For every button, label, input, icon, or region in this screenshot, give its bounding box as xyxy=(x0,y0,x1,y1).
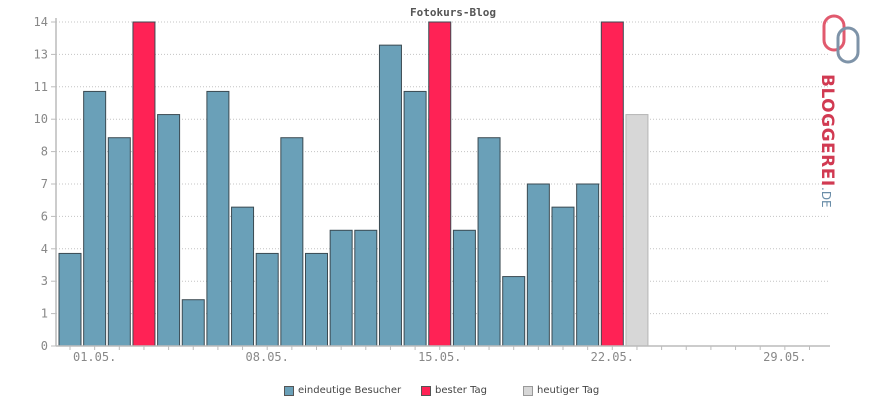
bar-visitors xyxy=(83,90,107,347)
bar-visitors xyxy=(526,183,550,347)
bar-visitors xyxy=(157,114,181,347)
legend-label-best-day: bester Tag xyxy=(435,385,488,396)
bar-today xyxy=(625,114,649,347)
y-tick-label: 6 xyxy=(41,209,48,223)
legend-swatch-today xyxy=(523,385,533,396)
bar-visitors xyxy=(551,206,575,347)
y-tick-label: 13 xyxy=(34,47,48,61)
bar-visitors xyxy=(576,183,600,347)
bloggerei-logo: BLOGGEREI .DE xyxy=(817,14,860,208)
logo-suffix: .DE xyxy=(819,187,833,208)
legend-swatch-best-day xyxy=(421,385,431,396)
legend-item-today: heutiger Tag xyxy=(523,385,599,396)
bar-visitors xyxy=(255,252,279,347)
x-tick-label: 15.05. xyxy=(418,350,461,364)
bar-visitors xyxy=(305,252,328,347)
bar-best-day xyxy=(600,21,624,347)
logo-wordmark: BLOGGEREI xyxy=(817,74,837,187)
bar-visitors xyxy=(181,299,205,347)
y-tick-label: 8 xyxy=(41,145,48,159)
bar-visitors xyxy=(329,229,353,347)
bar-visitors xyxy=(231,206,255,347)
bar-visitors xyxy=(378,44,402,347)
y-tick-label: 14 xyxy=(34,15,48,29)
x-axis-ticks: 01.05. 08.05. 15.05. 22.05. 29.05. xyxy=(69,346,810,364)
y-tick-label: 0 xyxy=(41,339,48,353)
bar-visitors xyxy=(403,90,427,347)
x-tick-label: 01.05. xyxy=(73,350,116,364)
bar-visitors xyxy=(354,229,378,347)
legend-label-today: heutiger Tag xyxy=(537,385,600,396)
x-tick-label: 29.05. xyxy=(763,350,806,364)
bar-best-day xyxy=(428,21,452,347)
y-tick-label: 3 xyxy=(41,274,48,288)
bar-visitors xyxy=(206,90,230,347)
legend: eindeutige Besucher bester Tag heutiger … xyxy=(0,385,870,399)
logo-icon xyxy=(822,14,860,64)
y-tick-label: 10 xyxy=(34,112,48,126)
bar-visitors xyxy=(502,276,526,347)
bar-visitors xyxy=(58,252,82,347)
bars xyxy=(58,21,649,347)
legend-item-best-day: bester Tag xyxy=(421,385,487,396)
legend-item-visitors: eindeutige Besucher xyxy=(284,385,401,396)
y-tick-label: 11 xyxy=(34,80,48,94)
y-tick-label: 7 xyxy=(41,177,48,191)
x-tick-label: 22.05. xyxy=(591,350,634,364)
chart-title: Fotokurs-Blog xyxy=(410,6,496,19)
bar-visitors xyxy=(452,229,476,347)
y-tick-label: 4 xyxy=(41,242,48,256)
bar-visitors xyxy=(280,137,304,347)
bar-visitors xyxy=(477,137,501,347)
y-tick-label: 1 xyxy=(41,307,48,321)
x-tick-label: 08.05. xyxy=(246,350,289,364)
legend-label-visitors: eindeutige Besucher xyxy=(298,385,402,396)
legend-swatch-visitors xyxy=(284,385,294,396)
bar-best-day xyxy=(132,21,156,347)
bar-visitors xyxy=(107,137,131,347)
